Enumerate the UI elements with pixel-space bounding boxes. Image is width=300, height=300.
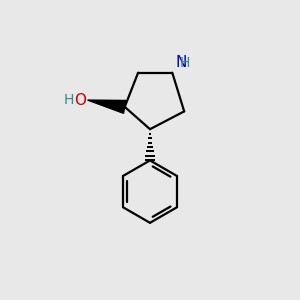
- Text: H: H: [64, 93, 74, 107]
- Polygon shape: [88, 100, 126, 113]
- Text: N: N: [175, 55, 187, 70]
- Text: H: H: [180, 56, 190, 70]
- Text: O: O: [74, 93, 86, 108]
